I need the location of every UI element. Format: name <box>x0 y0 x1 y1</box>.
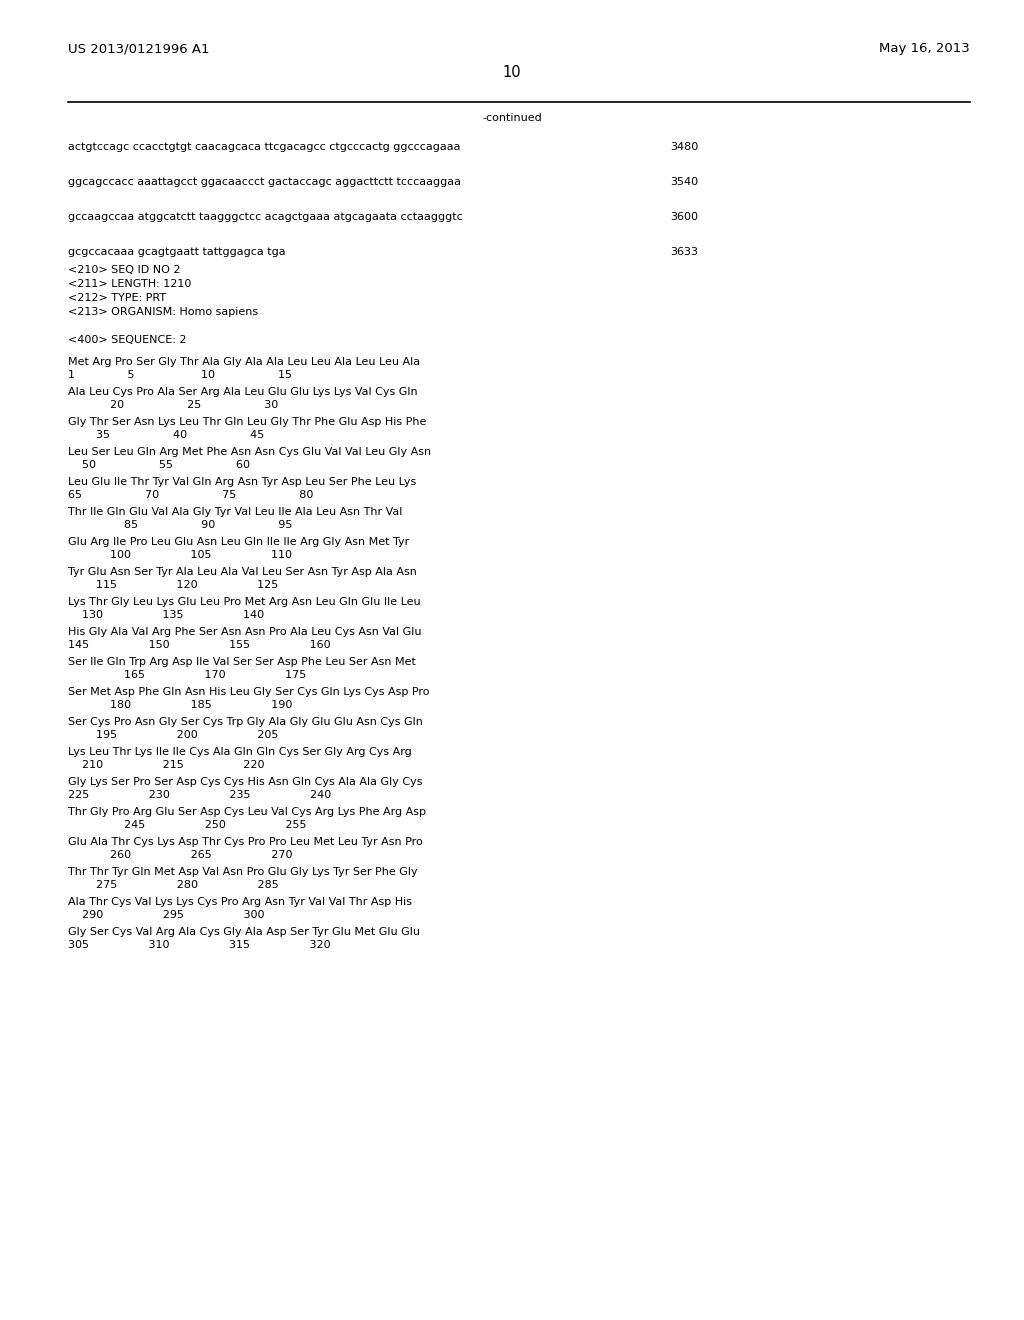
Text: Thr Thr Tyr Gln Met Asp Val Asn Pro Glu Gly Lys Tyr Ser Phe Gly: Thr Thr Tyr Gln Met Asp Val Asn Pro Glu … <box>68 867 418 876</box>
Text: His Gly Ala Val Arg Phe Ser Asn Asn Pro Ala Leu Cys Asn Val Glu: His Gly Ala Val Arg Phe Ser Asn Asn Pro … <box>68 627 422 638</box>
Text: actgtccagc ccacctgtgt caacagcaca ttcgacagcc ctgcccactg ggcccagaaa: actgtccagc ccacctgtgt caacagcaca ttcgaca… <box>68 143 461 152</box>
Text: 275                 280                 285: 275 280 285 <box>68 880 279 890</box>
Text: <211> LENGTH: 1210: <211> LENGTH: 1210 <box>68 279 191 289</box>
Text: Ser Ile Gln Trp Arg Asp Ile Val Ser Ser Asp Phe Leu Ser Asn Met: Ser Ile Gln Trp Arg Asp Ile Val Ser Ser … <box>68 657 416 667</box>
Text: Thr Gly Pro Arg Glu Ser Asp Cys Leu Val Cys Arg Lys Phe Arg Asp: Thr Gly Pro Arg Glu Ser Asp Cys Leu Val … <box>68 807 426 817</box>
Text: 3540: 3540 <box>670 177 698 187</box>
Text: 305                 310                 315                 320: 305 310 315 320 <box>68 940 331 950</box>
Text: Gly Ser Cys Val Arg Ala Cys Gly Ala Asp Ser Tyr Glu Met Glu Glu: Gly Ser Cys Val Arg Ala Cys Gly Ala Asp … <box>68 927 420 937</box>
Text: 180                 185                 190: 180 185 190 <box>68 700 293 710</box>
Text: <400> SEQUENCE: 2: <400> SEQUENCE: 2 <box>68 335 186 345</box>
Text: Tyr Glu Asn Ser Tyr Ala Leu Ala Val Leu Ser Asn Tyr Asp Ala Asn: Tyr Glu Asn Ser Tyr Ala Leu Ala Val Leu … <box>68 568 417 577</box>
Text: <210> SEQ ID NO 2: <210> SEQ ID NO 2 <box>68 265 180 275</box>
Text: ggcagccacc aaattagcct ggacaaccct gactaccagc aggacttctt tcccaaggaa: ggcagccacc aaattagcct ggacaaccct gactacc… <box>68 177 461 187</box>
Text: Glu Ala Thr Cys Lys Asp Thr Cys Pro Pro Leu Met Leu Tyr Asn Pro: Glu Ala Thr Cys Lys Asp Thr Cys Pro Pro … <box>68 837 423 847</box>
Text: Gly Thr Ser Asn Lys Leu Thr Gln Leu Gly Thr Phe Glu Asp His Phe: Gly Thr Ser Asn Lys Leu Thr Gln Leu Gly … <box>68 417 426 426</box>
Text: Ala Thr Cys Val Lys Lys Cys Pro Arg Asn Tyr Val Val Thr Asp His: Ala Thr Cys Val Lys Lys Cys Pro Arg Asn … <box>68 898 412 907</box>
Text: US 2013/0121996 A1: US 2013/0121996 A1 <box>68 42 210 55</box>
Text: Leu Glu Ile Thr Tyr Val Gln Arg Asn Tyr Asp Leu Ser Phe Leu Lys: Leu Glu Ile Thr Tyr Val Gln Arg Asn Tyr … <box>68 477 416 487</box>
Text: Met Arg Pro Ser Gly Thr Ala Gly Ala Ala Leu Leu Ala Leu Leu Ala: Met Arg Pro Ser Gly Thr Ala Gly Ala Ala … <box>68 356 420 367</box>
Text: 210                 215                 220: 210 215 220 <box>68 760 264 770</box>
Text: Ser Met Asp Phe Gln Asn His Leu Gly Ser Cys Gln Lys Cys Asp Pro: Ser Met Asp Phe Gln Asn His Leu Gly Ser … <box>68 686 429 697</box>
Text: <212> TYPE: PRT: <212> TYPE: PRT <box>68 293 166 304</box>
Text: Gly Lys Ser Pro Ser Asp Cys Cys His Asn Gln Cys Ala Ala Gly Cys: Gly Lys Ser Pro Ser Asp Cys Cys His Asn … <box>68 777 423 787</box>
Text: gcgccacaaa gcagtgaatt tattggagca tga: gcgccacaaa gcagtgaatt tattggagca tga <box>68 247 286 257</box>
Text: Lys Leu Thr Lys Ile Ile Cys Ala Gln Gln Cys Ser Gly Arg Cys Arg: Lys Leu Thr Lys Ile Ile Cys Ala Gln Gln … <box>68 747 412 756</box>
Text: 3480: 3480 <box>670 143 698 152</box>
Text: 195                 200                 205: 195 200 205 <box>68 730 279 741</box>
Text: 3633: 3633 <box>670 247 698 257</box>
Text: 100                 105                 110: 100 105 110 <box>68 550 292 560</box>
Text: gccaagccaa atggcatctt taagggctcc acagctgaaa atgcagaata cctaagggtc: gccaagccaa atggcatctt taagggctcc acagctg… <box>68 213 463 222</box>
Text: 50                  55                  60: 50 55 60 <box>68 459 250 470</box>
Text: 145                 150                 155                 160: 145 150 155 160 <box>68 640 331 649</box>
Text: 10: 10 <box>503 65 521 81</box>
Text: Ala Leu Cys Pro Ala Ser Arg Ala Leu Glu Glu Lys Lys Val Cys Gln: Ala Leu Cys Pro Ala Ser Arg Ala Leu Glu … <box>68 387 418 397</box>
Text: 3600: 3600 <box>670 213 698 222</box>
Text: 85                  90                  95: 85 90 95 <box>68 520 293 531</box>
Text: Glu Arg Ile Pro Leu Glu Asn Leu Gln Ile Ile Arg Gly Asn Met Tyr: Glu Arg Ile Pro Leu Glu Asn Leu Gln Ile … <box>68 537 410 546</box>
Text: May 16, 2013: May 16, 2013 <box>880 42 970 55</box>
Text: -continued: -continued <box>482 114 542 123</box>
Text: 225                 230                 235                 240: 225 230 235 240 <box>68 789 331 800</box>
Text: <213> ORGANISM: Homo sapiens: <213> ORGANISM: Homo sapiens <box>68 308 258 317</box>
Text: 20                  25                  30: 20 25 30 <box>68 400 279 411</box>
Text: 165                 170                 175: 165 170 175 <box>68 671 306 680</box>
Text: 130                 135                 140: 130 135 140 <box>68 610 264 620</box>
Text: 65                  70                  75                  80: 65 70 75 80 <box>68 490 313 500</box>
Text: Leu Ser Leu Gln Arg Met Phe Asn Asn Cys Glu Val Val Leu Gly Asn: Leu Ser Leu Gln Arg Met Phe Asn Asn Cys … <box>68 447 431 457</box>
Text: Lys Thr Gly Leu Lys Glu Leu Pro Met Arg Asn Leu Gln Glu Ile Leu: Lys Thr Gly Leu Lys Glu Leu Pro Met Arg … <box>68 597 421 607</box>
Text: 1               5                   10                  15: 1 5 10 15 <box>68 370 292 380</box>
Text: 245                 250                 255: 245 250 255 <box>68 820 306 830</box>
Text: Thr Ile Gln Glu Val Ala Gly Tyr Val Leu Ile Ala Leu Asn Thr Val: Thr Ile Gln Glu Val Ala Gly Tyr Val Leu … <box>68 507 402 517</box>
Text: 290                 295                 300: 290 295 300 <box>68 909 264 920</box>
Text: 260                 265                 270: 260 265 270 <box>68 850 293 861</box>
Text: 115                 120                 125: 115 120 125 <box>68 579 279 590</box>
Text: Ser Cys Pro Asn Gly Ser Cys Trp Gly Ala Gly Glu Glu Asn Cys Gln: Ser Cys Pro Asn Gly Ser Cys Trp Gly Ala … <box>68 717 423 727</box>
Text: 35                  40                  45: 35 40 45 <box>68 430 264 440</box>
